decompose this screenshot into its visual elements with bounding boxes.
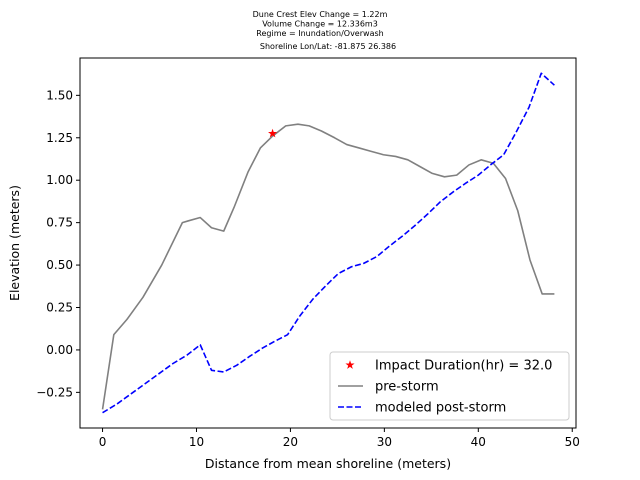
y-axis-label: Elevation (meters) — [7, 185, 22, 301]
y-tick-label: 0.00 — [46, 343, 73, 357]
y-tick-label: 1.25 — [46, 131, 73, 145]
y-tick-label: 0.75 — [46, 216, 73, 230]
legend-entry-label: Impact Duration(hr) = 32.0 — [375, 359, 552, 374]
x-tick-label: 20 — [283, 435, 298, 449]
x-tick-label: 40 — [471, 435, 486, 449]
x-axis: 0 10 20 30 40 50 — [99, 428, 580, 449]
legend-box — [329, 351, 570, 421]
legend-star-marker — [345, 360, 355, 369]
y-tick-label: 0.50 — [46, 258, 73, 272]
x-tick-label: 10 — [189, 435, 204, 449]
plot-area-frame — [79, 57, 577, 429]
y-axis: −0.25 0.00 0.25 0.50 0.75 1.00 1.25 1.50 — [36, 88, 80, 399]
y-tick-label: 0.25 — [46, 300, 73, 314]
y-tick-label: −0.25 — [36, 385, 73, 399]
post-storm-line — [102, 72, 555, 414]
pre-storm-line — [101, 123, 555, 410]
title-line-4: Shoreline Lon/Lat: -81.875 26.386 — [260, 42, 396, 51]
x-tick-label: 50 — [565, 435, 580, 449]
legend-entry-label: pre-storm — [375, 380, 439, 395]
legend-entry-label: modeled post-storm — [375, 401, 506, 416]
y-tick-label: 1.50 — [46, 88, 73, 102]
x-tick-label: 0 — [99, 435, 107, 449]
title-line-1: Dune Crest Elev Change = 1.22m — [253, 10, 388, 19]
plot-series-group — [101, 72, 555, 414]
chart-title: Dune Crest Elev Change = 1.22m Volume Ch… — [253, 10, 396, 51]
x-tick-label: 30 — [377, 435, 392, 449]
title-line-2: Volume Change = 12.336m3 — [262, 20, 378, 29]
x-axis-label: Distance from mean shoreline (meters) — [205, 456, 451, 471]
title-line-3: Regime = Inundation/Overwash — [256, 29, 383, 38]
impact-star-marker — [268, 128, 278, 138]
y-tick-label: 1.00 — [46, 173, 73, 187]
legend: Impact Duration(hr) = 32.0 pre-storm model… — [329, 351, 570, 421]
